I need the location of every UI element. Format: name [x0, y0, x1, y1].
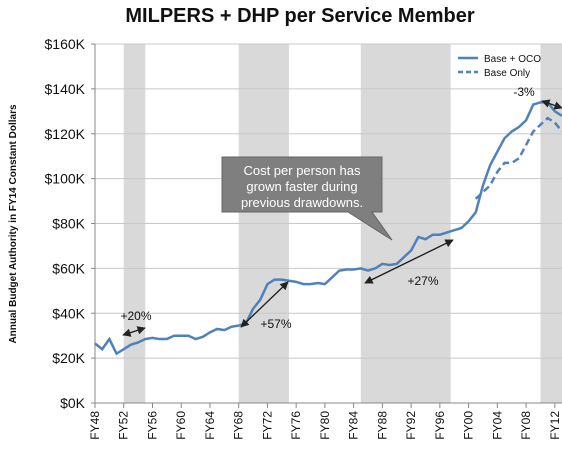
annotation: +27% — [407, 274, 438, 288]
annotation: -3% — [513, 85, 535, 99]
y-axis-label: Annual Budget Authority in FY14 Constant… — [8, 104, 19, 344]
x-tick-label: FY84 — [347, 411, 361, 440]
arrow — [240, 281, 289, 328]
x-tick-label: FY56 — [145, 411, 159, 440]
line-layer — [94, 101, 562, 356]
arrows — [122, 99, 562, 337]
legend: Base + OCO Base Only — [458, 54, 541, 79]
x-tick-label: FY48 — [88, 411, 102, 440]
x-tick-label: FY12 — [548, 411, 562, 440]
x-tick-label: FY88 — [375, 411, 389, 440]
arrow — [541, 99, 562, 110]
x-tick-label: FY00 — [462, 411, 476, 440]
y-tick-label: $120K — [45, 126, 86, 142]
y-tick-label: $80K — [52, 216, 85, 232]
series-line — [474, 116, 562, 200]
x-tick-label: FY60 — [174, 411, 188, 440]
grid-layer — [91, 43, 562, 408]
x-tick-label: FY04 — [490, 411, 504, 440]
y-tick-label: $140K — [45, 81, 86, 97]
legend-label: Base + OCO — [484, 54, 541, 65]
callout-text: Cost per person has — [243, 163, 361, 178]
x-tick-label: FY92 — [404, 411, 418, 440]
y-tick-label: $160K — [45, 36, 86, 52]
x-tick-label: FY52 — [117, 411, 131, 440]
x-tick-label: FY76 — [289, 411, 303, 440]
chart-title: MILPERS + DHP per Service Member — [125, 5, 474, 27]
x-tick-label: FY68 — [232, 411, 246, 440]
callout-text: grown faster during — [246, 179, 357, 194]
legend-label: Base Only — [484, 68, 530, 79]
callout-text: previous drawdowns. — [241, 195, 363, 210]
x-tick-label: FY80 — [318, 411, 332, 440]
y-tick-label: $40K — [52, 305, 85, 321]
y-tick-label: $60K — [52, 260, 85, 276]
arrow — [364, 239, 454, 284]
callout-box — [221, 156, 393, 241]
annotation: +57% — [260, 317, 291, 331]
x-tick-label: FY64 — [203, 411, 217, 440]
x-tick-label: FY72 — [260, 411, 274, 440]
series-line — [94, 101, 562, 356]
y-tick-label: $100K — [45, 171, 86, 187]
x-tick-label: FY96 — [433, 411, 447, 440]
x-tick-label: FY08 — [519, 411, 533, 440]
arrow — [122, 326, 146, 337]
y-tick-label: $20K — [52, 350, 85, 366]
annotation: +20% — [120, 309, 151, 323]
y-tick-label: $0K — [60, 395, 86, 411]
